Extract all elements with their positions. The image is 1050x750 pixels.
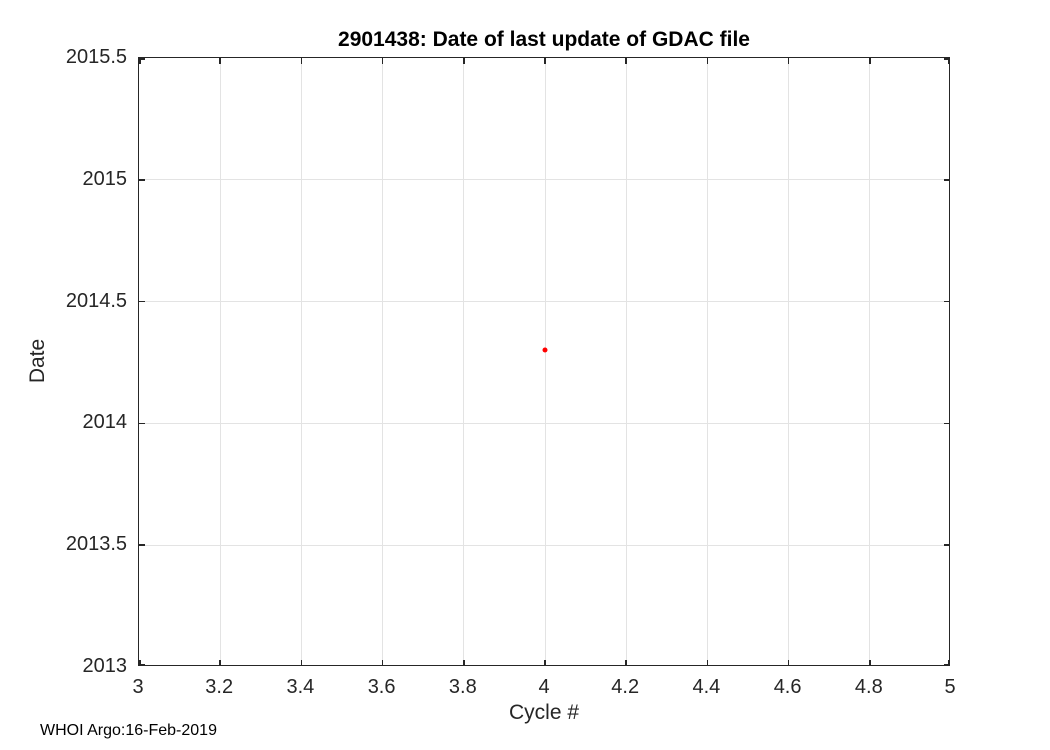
- x-tick-mark-bottom: [544, 659, 546, 666]
- x-gridline: [625, 58, 627, 665]
- y-tick-mark-left: [139, 544, 145, 546]
- x-tick-mark-top: [706, 58, 709, 64]
- x-tick-mark-top: [381, 58, 384, 64]
- x-tick-mark-bottom: [300, 659, 303, 666]
- x-tick-mark-top: [869, 58, 871, 64]
- y-tick-mark-left: [139, 300, 145, 303]
- y-tick-mark-right: [943, 544, 950, 546]
- x-tick-mark-bottom: [139, 659, 141, 666]
- x-tick-label: 4.8: [854, 676, 883, 698]
- x-gridline: [463, 58, 465, 665]
- x-axis-label: Cycle #: [508, 701, 580, 724]
- x-tick-mark-bottom: [625, 659, 627, 666]
- y-tick-label: 2014.5: [65, 289, 127, 312]
- x-tick-mark-top: [948, 58, 950, 64]
- footer-annotation: WHOI Argo:16-Feb-2019: [40, 722, 217, 739]
- x-tick-mark-bottom: [381, 659, 384, 666]
- x-tick-mark-top: [625, 58, 627, 64]
- x-tick-label: 4: [538, 676, 550, 698]
- x-tick-mark-bottom: [948, 659, 950, 666]
- y-tick-mark-right: [943, 664, 950, 666]
- x-gridline: [219, 58, 221, 665]
- y-tick-label: 2013.5: [65, 533, 127, 556]
- y-gridline: [139, 422, 949, 424]
- x-tick-mark-top: [463, 58, 465, 64]
- data-point-marker: [542, 347, 548, 353]
- x-gridline: [300, 58, 302, 665]
- y-tick-mark-right: [943, 58, 950, 60]
- x-tick-mark-bottom: [706, 659, 709, 666]
- x-gridline: [706, 58, 708, 665]
- x-gridline: [869, 58, 871, 665]
- y-gridline: [139, 301, 949, 303]
- x-tick-mark-top: [139, 58, 141, 64]
- y-tick-label: 2014: [82, 411, 128, 434]
- x-tick-mark-top: [219, 58, 221, 64]
- x-tick-mark-bottom: [787, 659, 790, 666]
- y-tick-mark-left: [139, 664, 145, 666]
- x-gridline: [382, 58, 384, 665]
- y-tick-mark-left: [139, 58, 145, 60]
- y-tick-mark-right: [943, 422, 950, 425]
- x-tick-label: 3: [132, 676, 144, 698]
- x-tick-label: 4.6: [773, 676, 802, 698]
- y-tick-label: 2015.5: [65, 46, 127, 68]
- y-gridline: [139, 544, 949, 546]
- x-tick-mark-bottom: [219, 659, 221, 666]
- x-tick-label: 5: [944, 676, 956, 698]
- x-tick-mark-bottom: [463, 659, 465, 666]
- x-tick-label: 4.2: [611, 676, 640, 698]
- y-tick-mark-left: [139, 422, 145, 425]
- x-gridline: [544, 58, 546, 665]
- y-tick-mark-left: [139, 179, 145, 181]
- x-gridline: [788, 58, 790, 665]
- x-tick-label: 3.4: [286, 676, 315, 698]
- x-tick-mark-bottom: [869, 659, 871, 666]
- y-gridline: [139, 179, 949, 181]
- y-tick-mark-right: [943, 300, 950, 303]
- x-tick-label: 3.6: [367, 676, 396, 698]
- y-tick-label: 2013: [82, 655, 128, 677]
- x-tick-mark-top: [787, 58, 790, 64]
- plot-area: [138, 57, 950, 666]
- x-tick-mark-top: [300, 58, 303, 64]
- y-tick-label: 2015: [82, 167, 128, 190]
- y-tick-mark-right: [943, 179, 950, 181]
- x-tick-label: 3.2: [205, 676, 234, 698]
- x-tick-label: 4.4: [692, 676, 721, 698]
- chart-title: 2901438: Date of last update of GDAC fil…: [338, 28, 750, 51]
- y-axis-label: Date: [26, 338, 49, 384]
- x-tick-label: 3.8: [448, 676, 477, 698]
- x-tick-mark-top: [544, 58, 546, 64]
